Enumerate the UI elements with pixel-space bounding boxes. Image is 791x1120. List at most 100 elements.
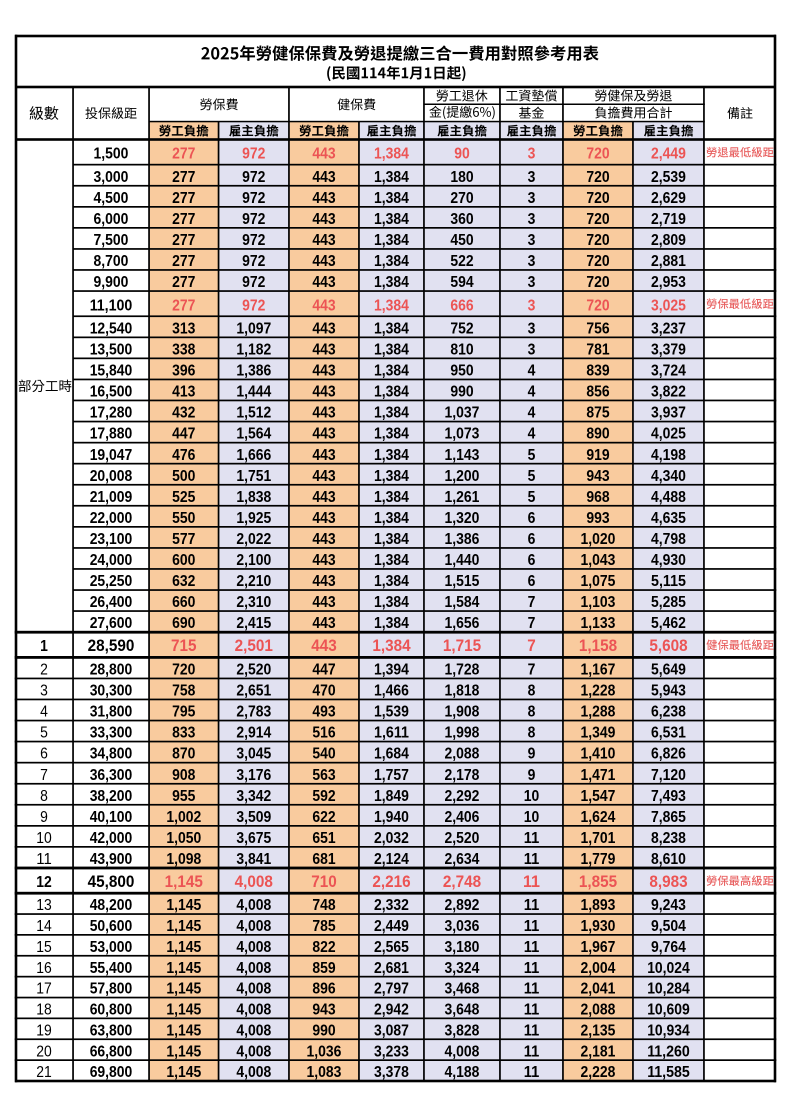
svg-text:21: 21 <box>36 1064 52 1081</box>
svg-text:550: 550 <box>172 510 195 527</box>
svg-text:972: 972 <box>242 232 265 249</box>
svg-text:972: 972 <box>242 297 265 314</box>
svg-text:2,892: 2,892 <box>445 897 480 914</box>
svg-text:17: 17 <box>36 981 52 998</box>
svg-text:1,384: 1,384 <box>374 552 409 569</box>
svg-text:443: 443 <box>311 636 337 655</box>
svg-text:890: 890 <box>586 426 609 443</box>
svg-text:447: 447 <box>312 662 335 679</box>
svg-text:720: 720 <box>172 662 195 679</box>
svg-text:715: 715 <box>171 636 197 655</box>
svg-text:443: 443 <box>312 468 336 485</box>
svg-text:1,930: 1,930 <box>581 918 616 935</box>
svg-text:785: 785 <box>312 918 336 935</box>
svg-text:1,967: 1,967 <box>581 939 616 956</box>
svg-text:943: 943 <box>312 1002 336 1019</box>
svg-text:396: 396 <box>172 363 196 380</box>
svg-text:622: 622 <box>312 809 335 826</box>
svg-text:2,178: 2,178 <box>445 767 480 784</box>
svg-text:3,937: 3,937 <box>651 405 686 422</box>
svg-text:1,020: 1,020 <box>581 531 616 548</box>
svg-text:720: 720 <box>586 274 609 291</box>
svg-text:1,564: 1,564 <box>236 426 271 443</box>
svg-text:443: 443 <box>312 447 336 464</box>
svg-text:1,666: 1,666 <box>236 447 271 464</box>
svg-text:50,600: 50,600 <box>90 918 133 935</box>
svg-text:2,719: 2,719 <box>651 211 686 228</box>
svg-text:4: 4 <box>40 704 48 721</box>
svg-text:2,406: 2,406 <box>445 809 480 826</box>
svg-text:20,008: 20,008 <box>90 468 133 485</box>
svg-text:11: 11 <box>524 1043 540 1060</box>
svg-text:1,512: 1,512 <box>236 405 271 422</box>
svg-text:2,310: 2,310 <box>236 594 271 611</box>
svg-text:57,800: 57,800 <box>90 981 133 998</box>
svg-text:1,715: 1,715 <box>443 636 481 655</box>
svg-text:592: 592 <box>312 788 335 805</box>
svg-text:839: 839 <box>586 363 610 380</box>
svg-text:1,384: 1,384 <box>374 274 409 291</box>
svg-text:4,008: 4,008 <box>236 939 271 956</box>
svg-text:6: 6 <box>40 746 48 763</box>
svg-text:720: 720 <box>586 253 609 270</box>
svg-text:1,145: 1,145 <box>166 960 201 977</box>
svg-text:1,384: 1,384 <box>374 573 409 590</box>
svg-text:16: 16 <box>36 960 52 977</box>
svg-text:1,908: 1,908 <box>445 704 480 721</box>
svg-text:6: 6 <box>528 531 536 548</box>
svg-text:990: 990 <box>450 384 473 401</box>
svg-text:666: 666 <box>450 297 474 314</box>
svg-text:4,188: 4,188 <box>445 1064 480 1081</box>
svg-text:720: 720 <box>586 232 609 249</box>
svg-text:10,609: 10,609 <box>647 1002 690 1019</box>
svg-text:563: 563 <box>312 767 336 784</box>
svg-text:2,228: 2,228 <box>581 1064 616 1081</box>
svg-text:1,145: 1,145 <box>166 897 201 914</box>
svg-text:31,800: 31,800 <box>90 704 133 721</box>
svg-text:2,135: 2,135 <box>581 1022 616 1039</box>
svg-text:2,681: 2,681 <box>374 960 409 977</box>
svg-text:22,000: 22,000 <box>90 510 133 527</box>
svg-text:1,471: 1,471 <box>581 767 616 784</box>
svg-text:3: 3 <box>528 253 536 270</box>
svg-text:1,384: 1,384 <box>374 594 409 611</box>
svg-text:33,300: 33,300 <box>90 725 133 742</box>
svg-text:2,088: 2,088 <box>445 746 480 763</box>
svg-text:5,608: 5,608 <box>649 636 687 655</box>
svg-text:3,468: 3,468 <box>445 981 480 998</box>
svg-text:1,288: 1,288 <box>581 704 616 721</box>
svg-text:10: 10 <box>524 809 540 826</box>
svg-text:720: 720 <box>586 190 609 207</box>
svg-text:3,379: 3,379 <box>651 342 686 359</box>
svg-text:443: 443 <box>312 384 336 401</box>
svg-text:1,384: 1,384 <box>374 342 409 359</box>
svg-text:277: 277 <box>172 232 195 249</box>
svg-text:26,400: 26,400 <box>90 594 133 611</box>
svg-text:3: 3 <box>528 320 536 337</box>
svg-text:270: 270 <box>450 190 473 207</box>
svg-text:18: 18 <box>36 1002 52 1019</box>
svg-text:7,493: 7,493 <box>651 788 686 805</box>
svg-text:1,818: 1,818 <box>445 683 480 700</box>
svg-text:1,036: 1,036 <box>307 1043 342 1060</box>
svg-text:180: 180 <box>450 169 473 186</box>
svg-text:8: 8 <box>40 788 48 805</box>
svg-text:9,900: 9,900 <box>94 274 129 291</box>
svg-text:443: 443 <box>312 426 336 443</box>
svg-text:4,500: 4,500 <box>94 190 129 207</box>
svg-text:11: 11 <box>524 918 540 935</box>
svg-text:3,176: 3,176 <box>236 767 271 784</box>
svg-text:3,822: 3,822 <box>651 384 686 401</box>
svg-text:3: 3 <box>528 169 536 186</box>
svg-text:6,531: 6,531 <box>651 725 686 742</box>
svg-text:443: 443 <box>312 531 336 548</box>
svg-text:1,547: 1,547 <box>581 788 616 805</box>
svg-text:1,855: 1,855 <box>579 872 617 891</box>
svg-text:443: 443 <box>312 510 336 527</box>
svg-text:19,047: 19,047 <box>90 447 133 464</box>
svg-text:4,008: 4,008 <box>236 918 271 935</box>
svg-text:1,145: 1,145 <box>166 1064 201 1081</box>
svg-text:9: 9 <box>40 809 48 826</box>
svg-text:500: 500 <box>172 468 195 485</box>
svg-text:11: 11 <box>524 960 540 977</box>
